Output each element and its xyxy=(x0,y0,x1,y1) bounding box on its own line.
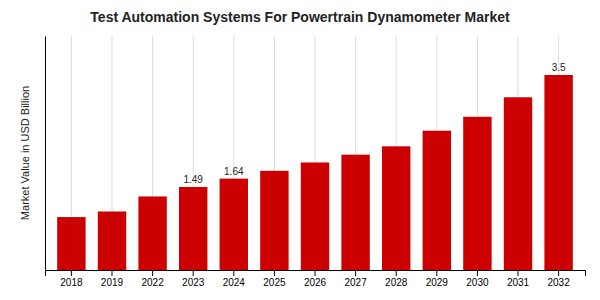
bar xyxy=(301,162,329,270)
x-tick: 2022 xyxy=(141,270,164,288)
x-tick: 2025 xyxy=(263,270,286,288)
x-tick-label: 2028 xyxy=(385,277,408,288)
bar xyxy=(504,97,532,270)
x-tick: 2027 xyxy=(344,270,367,288)
x-axis: 2018 2019 2022 2023 2024 2025 2026 2027 2028 2029… xyxy=(46,270,586,288)
x-tick-label: 2025 xyxy=(263,277,286,288)
x-tick: 2023 xyxy=(182,270,205,288)
x-tick: 2029 xyxy=(426,270,449,288)
x-tick: 2032 xyxy=(547,270,570,288)
bar xyxy=(260,171,288,270)
x-tick-label: 2026 xyxy=(304,277,327,288)
y-axis-title: Market Value in USD Billion xyxy=(19,86,31,220)
x-tick-mark xyxy=(274,270,275,276)
bar xyxy=(220,179,248,270)
x-tick-mark xyxy=(396,270,397,276)
x-tick-mark xyxy=(233,270,234,276)
grid xyxy=(71,36,558,270)
bars xyxy=(57,75,573,270)
x-tick: 2019 xyxy=(101,270,124,288)
x-tick-label: 2018 xyxy=(60,277,83,288)
bar xyxy=(341,155,369,270)
x-tick: 2018 xyxy=(60,270,83,288)
bar xyxy=(138,196,166,270)
x-tick-label: 2032 xyxy=(547,277,570,288)
x-tick: 2031 xyxy=(507,270,530,288)
x-tick-label: 2023 xyxy=(182,277,205,288)
data-label: 1.64 xyxy=(224,166,244,177)
bar xyxy=(463,117,491,270)
x-tick-mark xyxy=(152,270,153,276)
chart-title: Test Automation Systems For Powertrain D… xyxy=(90,9,510,25)
chart-container: 2018 2019 2022 2023 2024 2025 2026 2027 2028 2029… xyxy=(0,0,600,300)
x-tick-label: 2031 xyxy=(507,277,530,288)
x-tick-label: 2022 xyxy=(141,277,164,288)
x-tick-mark xyxy=(477,270,478,276)
x-tick-mark xyxy=(355,270,356,276)
bar xyxy=(423,131,451,270)
x-tick-mark xyxy=(111,270,112,276)
x-tick-mark xyxy=(193,270,194,276)
x-tick-label: 2027 xyxy=(344,277,367,288)
plot-area: 2018 2019 2022 2023 2024 2025 2026 2027 2028 2029… xyxy=(46,36,586,288)
x-tick-label: 2019 xyxy=(101,277,124,288)
y-axis xyxy=(45,37,46,271)
y-axis-line xyxy=(45,37,46,271)
x-tick: 2026 xyxy=(304,270,327,288)
x-tick-label: 2030 xyxy=(466,277,489,288)
x-axis-line xyxy=(46,271,586,277)
x-tick-mark xyxy=(558,270,559,276)
chart-svg: 2018 2019 2022 2023 2024 2025 2026 2027 2028 2029… xyxy=(0,0,600,300)
x-tick-label: 2029 xyxy=(426,277,449,288)
data-label: 1.49 xyxy=(183,174,203,185)
x-tick-label: 2024 xyxy=(223,277,246,288)
bar xyxy=(179,187,207,270)
bar xyxy=(382,146,410,270)
x-tick-mark xyxy=(436,270,437,276)
x-tick-mark xyxy=(71,270,72,276)
data-labels: 1.49 1.64 3.5 xyxy=(183,62,566,185)
x-tick-mark xyxy=(518,270,519,276)
bar xyxy=(98,212,126,271)
bar xyxy=(544,75,572,270)
x-tick: 2028 xyxy=(385,270,408,288)
x-tick: 2024 xyxy=(223,270,246,288)
bar xyxy=(57,217,85,270)
data-label: 3.5 xyxy=(552,62,566,73)
x-tick-mark xyxy=(315,270,316,276)
x-tick: 2030 xyxy=(466,270,489,288)
